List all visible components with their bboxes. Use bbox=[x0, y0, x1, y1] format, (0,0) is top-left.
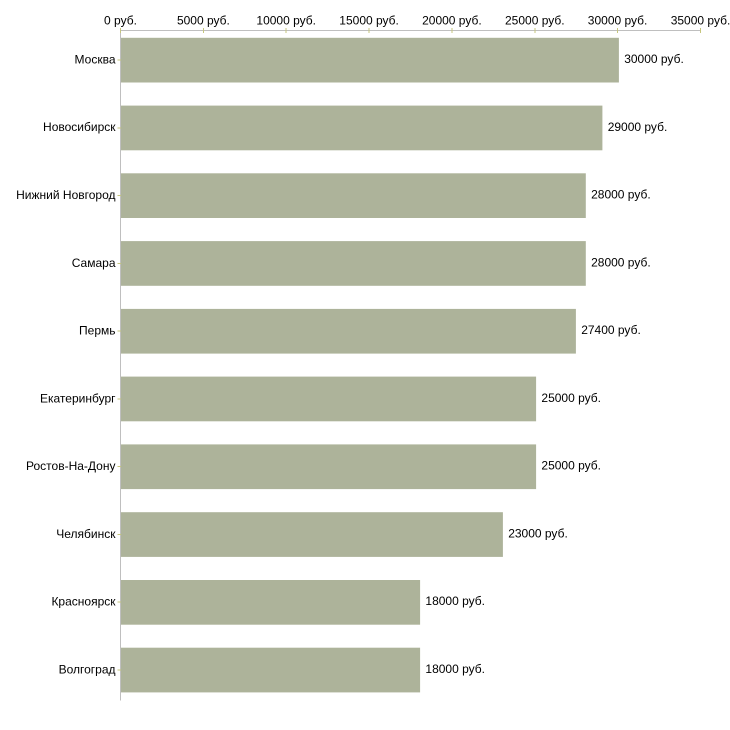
svg-text:5000 руб.: 5000 руб. bbox=[177, 14, 230, 28]
svg-text:Екатеринбург: Екатеринбург bbox=[40, 391, 116, 405]
svg-text:Пермь: Пермь bbox=[79, 324, 115, 338]
svg-text:23000 руб.: 23000 руб. bbox=[508, 526, 568, 540]
svg-text:0 руб.: 0 руб. bbox=[104, 14, 137, 28]
svg-text:Челябинск: Челябинск bbox=[56, 527, 116, 541]
svg-text:18000 руб.: 18000 руб. bbox=[425, 662, 485, 676]
svg-text:28000 руб.: 28000 руб. bbox=[591, 255, 651, 269]
svg-text:Самара: Самара bbox=[72, 256, 116, 270]
svg-text:35000 руб.: 35000 руб. bbox=[671, 14, 730, 28]
svg-text:27400 руб.: 27400 руб. bbox=[581, 323, 641, 337]
svg-text:Новосибирск: Новосибирск bbox=[43, 120, 116, 134]
svg-text:Волгоград: Волгоград bbox=[59, 662, 116, 676]
svg-text:30000 руб.: 30000 руб. bbox=[588, 14, 648, 28]
svg-text:28000 руб.: 28000 руб. bbox=[591, 188, 651, 202]
svg-text:10000 руб.: 10000 руб. bbox=[256, 14, 316, 28]
svg-text:Ростов-На-Дону: Ростов-На-Дону bbox=[26, 459, 115, 473]
svg-text:25000 руб.: 25000 руб. bbox=[541, 391, 601, 405]
svg-text:29000 руб.: 29000 руб. bbox=[608, 120, 668, 134]
svg-text:30000 руб.: 30000 руб. bbox=[624, 52, 684, 66]
svg-text:18000 руб.: 18000 руб. bbox=[425, 594, 485, 608]
svg-text:Красноярск: Красноярск bbox=[51, 595, 116, 609]
svg-text:25000 руб.: 25000 руб. bbox=[505, 14, 565, 28]
svg-text:Москва: Москва bbox=[75, 52, 116, 66]
svg-text:Нижний Новгород: Нижний Новгород bbox=[16, 188, 115, 202]
svg-text:25000 руб.: 25000 руб. bbox=[541, 459, 601, 473]
svg-text:20000 руб.: 20000 руб. bbox=[422, 14, 482, 28]
svg-text:15000 руб.: 15000 руб. bbox=[339, 14, 399, 28]
